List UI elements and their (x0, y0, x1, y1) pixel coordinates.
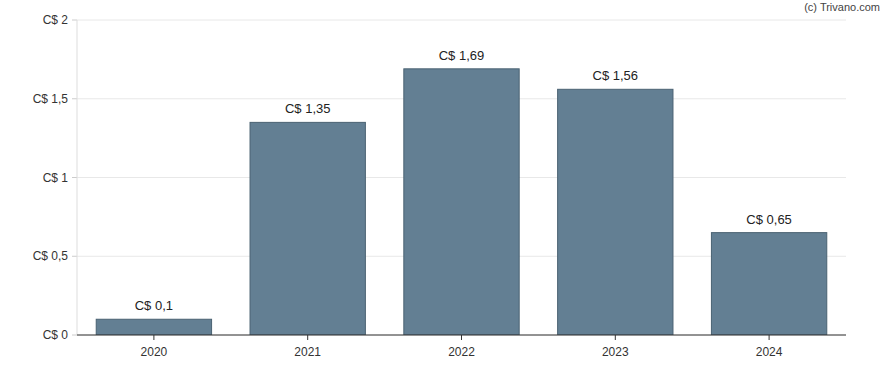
data-label: C$ 0,65 (746, 212, 792, 227)
x-tick-label: 2020 (141, 345, 168, 359)
grid-line (77, 335, 846, 336)
data-labels: C$ 0,1 C$ 1,35 C$ 1,69 C$ 1,56 C$ 0,65 (135, 48, 792, 313)
y-axis (77, 20, 78, 335)
y-tick-label: C$ 1 (43, 171, 69, 185)
y-tick (72, 177, 77, 178)
x-tick (461, 335, 462, 340)
x-tick-label: 2022 (448, 345, 475, 359)
bar (711, 233, 826, 335)
x-tick (153, 335, 154, 340)
y-tick (72, 256, 77, 257)
bar (250, 122, 365, 335)
x-tick (307, 335, 308, 340)
x-axis (77, 335, 846, 336)
x-tick-label: 2021 (294, 345, 321, 359)
y-tick (72, 335, 77, 336)
y-tick (72, 98, 77, 99)
bars (96, 69, 827, 335)
data-label: C$ 1,35 (285, 101, 331, 116)
data-label: C$ 0,1 (135, 298, 173, 313)
y-tick-label: C$ 0,5 (33, 249, 69, 263)
x-tick-label: 2023 (602, 345, 629, 359)
x-tick-label: 2024 (756, 345, 783, 359)
grid-line (77, 20, 846, 21)
y-tick-label: C$ 2 (43, 13, 69, 27)
chart-container: C$ 0C$ 0,5C$ 1C$ 1,5C$ 2C$ 0,1C$ 1,35C$ … (0, 0, 888, 370)
y-tick-label: C$ 0 (43, 328, 69, 342)
data-label: C$ 1,56 (593, 68, 639, 83)
credit: (c) Trivano.com (804, 1, 880, 13)
x-tick (615, 335, 616, 340)
bar (558, 89, 673, 335)
chart: C$ 0C$ 0,5C$ 1C$ 1,5C$ 2C$ 0,1C$ 1,35C$ … (0, 0, 888, 370)
y-tick (72, 20, 77, 21)
y-tick-label: C$ 1,5 (33, 92, 69, 106)
bar (96, 319, 211, 335)
bar (404, 69, 519, 335)
grid (72, 20, 846, 335)
x-tick (769, 335, 770, 340)
data-label: C$ 1,69 (439, 48, 485, 63)
